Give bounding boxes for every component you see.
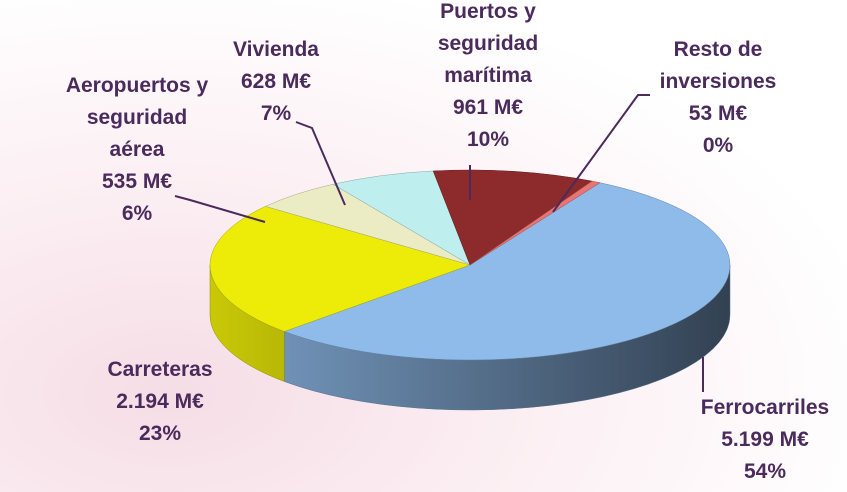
percent-label: 10% bbox=[466, 128, 510, 151]
value-label: 961 M€ bbox=[452, 96, 524, 119]
leader-line bbox=[174, 195, 266, 223]
category: Carreteras bbox=[107, 358, 213, 381]
category: Resto de inversiones bbox=[659, 38, 777, 93]
category: Ferrocarriles bbox=[700, 396, 830, 419]
slice-label: Aeropuertos y seguridad aérea 535 M€ 6% bbox=[66, 70, 208, 230]
slice-label: Puertos y seguridad marítima 961 M€ 10% bbox=[438, 0, 538, 156]
slice bbox=[209, 206, 471, 332]
slice bbox=[469, 180, 601, 266]
leader-line bbox=[295, 121, 346, 206]
category: Puertos y seguridad marítima bbox=[437, 0, 539, 87]
category: Vivienda bbox=[233, 38, 319, 61]
percent-label: 23% bbox=[138, 422, 182, 445]
leader-line bbox=[552, 94, 650, 213]
value-label: 535 M€ bbox=[101, 170, 173, 193]
category: Aeropuertos y seguridad aérea bbox=[65, 74, 209, 161]
percent-label: 6% bbox=[121, 202, 153, 225]
pie bbox=[209, 169, 731, 411]
value-label: 5.199 M€ bbox=[721, 428, 809, 451]
slice-label: Vivienda 628 M€ 7% bbox=[233, 34, 319, 130]
slice bbox=[432, 169, 593, 266]
slice bbox=[283, 182, 731, 361]
value-label: 2.194 M€ bbox=[116, 390, 204, 413]
percent-label: 7% bbox=[260, 102, 292, 125]
slice-label: Ferrocarriles 5.199 M€ 54% bbox=[701, 392, 829, 488]
value-label: 628 M€ bbox=[240, 70, 312, 93]
percent-label: 0% bbox=[702, 134, 734, 157]
percent-label: 54% bbox=[743, 460, 787, 483]
value-label: 53 M€ bbox=[688, 102, 748, 125]
slice-label: Carreteras 2.194 M€ 23% bbox=[107, 354, 212, 450]
slice-label: Resto de inversiones 53 M€ 0% bbox=[660, 34, 777, 162]
